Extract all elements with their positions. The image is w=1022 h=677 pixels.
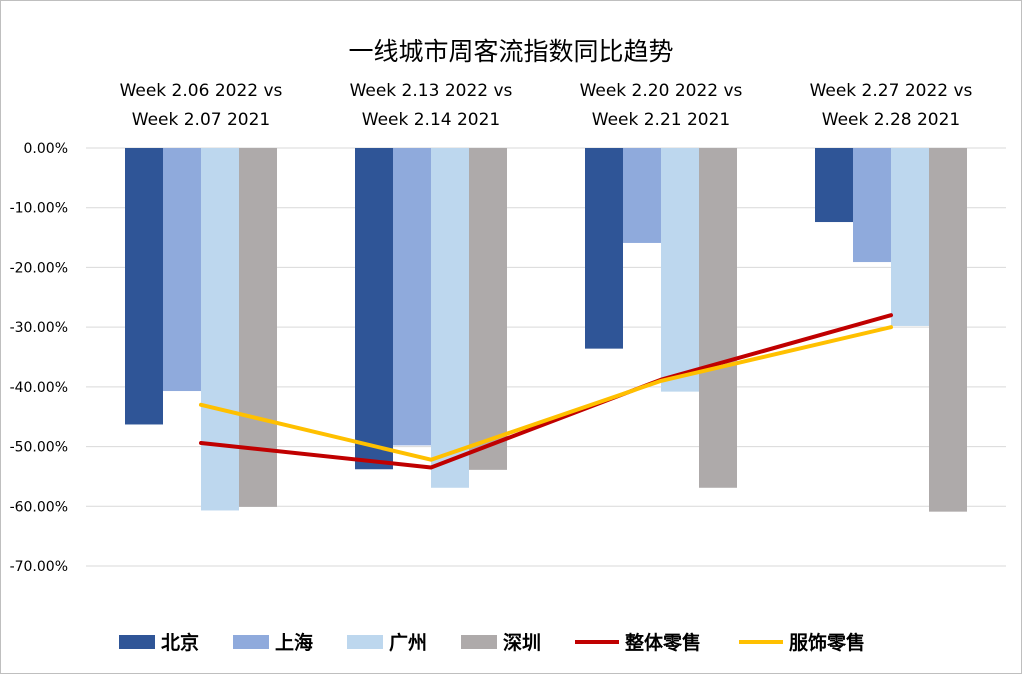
bar-上海	[853, 148, 891, 263]
y-tick-label: -40.00%	[10, 380, 68, 396]
bar-广州	[661, 148, 699, 392]
bar-广州	[431, 148, 469, 488]
legend-item: 整体零售	[575, 631, 701, 654]
legend-label: 北京	[161, 631, 199, 654]
bars	[125, 148, 967, 512]
legend-swatch	[233, 635, 269, 649]
category-label: Week 2.20 2022 vs	[580, 81, 743, 101]
category-label: Week 2.07 2021	[132, 110, 271, 130]
category-label: Week 2.13 2022 vs	[350, 81, 513, 101]
series-lines	[199, 313, 893, 470]
y-tick-label: -60.00%	[10, 499, 68, 515]
category-label: Week 2.14 2021	[362, 110, 501, 130]
line-服饰零售	[199, 325, 893, 462]
bar-北京	[585, 148, 623, 349]
bar-深圳	[469, 148, 507, 470]
bar-上海	[623, 148, 661, 243]
bar-深圳	[239, 148, 277, 507]
y-tick-label: -10.00%	[10, 201, 68, 217]
bar-上海	[163, 148, 201, 392]
legend-item: 北京	[119, 631, 199, 654]
legend: 北京 上海 广州 深圳 整体零售 服饰零售	[119, 631, 865, 654]
bar-广州	[891, 148, 929, 326]
legend-swatch	[347, 635, 383, 649]
legend-label: 服饰零售	[789, 631, 865, 654]
y-tick-label: -20.00%	[10, 260, 68, 276]
legend-label: 深圳	[503, 631, 541, 654]
legend-swatch	[461, 635, 497, 649]
legend-label: 上海	[275, 631, 313, 654]
legend-swatch	[119, 635, 155, 649]
category-label: Week 2.28 2021	[822, 110, 961, 130]
legend-item: 深圳	[461, 631, 541, 654]
bar-深圳	[699, 148, 737, 488]
category-label: Week 2.06 2022 vs	[120, 81, 283, 101]
bar-上海	[393, 148, 431, 446]
y-tick-label: -70.00%	[10, 559, 68, 575]
y-tick-label: -50.00%	[10, 440, 68, 456]
category-label: Week 2.21 2021	[592, 110, 731, 130]
bar-深圳	[929, 148, 967, 512]
legend-label: 整体零售	[625, 631, 701, 654]
bar-北京	[815, 148, 853, 223]
category-labels: Week 2.06 2022 vs Week 2.07 2021 Week 2.13…	[120, 81, 973, 130]
legend-item: 广州	[347, 631, 427, 654]
y-axis-ticks: 0.00% -10.00% -20.00% -30.00% -40.00% -50.00%…	[10, 141, 68, 575]
category-label: Week 2.27 2022 vs	[810, 81, 973, 101]
y-tick-label: -30.00%	[10, 320, 68, 336]
legend-item: 上海	[233, 631, 313, 654]
bar-北京	[125, 148, 163, 425]
legend-item: 服饰零售	[739, 631, 865, 654]
bar-广州	[201, 148, 239, 511]
line-整体零售	[199, 313, 893, 470]
legend-label: 广州	[389, 631, 427, 654]
chart-title: 一线城市周客流指数同比趋势	[348, 37, 673, 66]
y-tick-label: 0.00%	[24, 141, 68, 157]
bar-北京	[355, 148, 393, 470]
